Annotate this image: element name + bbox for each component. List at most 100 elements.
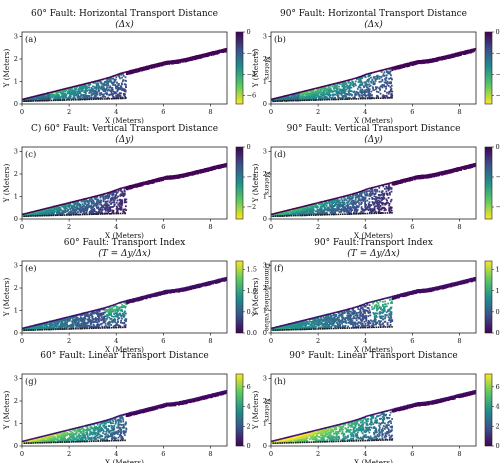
data-point bbox=[446, 54, 449, 57]
data-point bbox=[175, 59, 178, 62]
data-point bbox=[340, 81, 342, 83]
data-point bbox=[110, 93, 113, 96]
data-point bbox=[342, 94, 345, 97]
data-point bbox=[108, 94, 111, 97]
colorbar bbox=[235, 31, 244, 105]
data-point bbox=[39, 99, 41, 102]
data-point bbox=[367, 92, 370, 94]
data-point bbox=[381, 86, 384, 89]
data-point bbox=[180, 58, 182, 61]
data-point bbox=[123, 201, 126, 204]
data-point bbox=[31, 96, 33, 98]
data-point bbox=[316, 87, 319, 89]
data-point bbox=[96, 93, 99, 96]
data-point bbox=[367, 80, 370, 83]
data-point bbox=[458, 54, 461, 57]
data-point bbox=[106, 82, 108, 85]
data-point bbox=[150, 67, 153, 70]
data-point bbox=[117, 87, 120, 90]
data-point bbox=[413, 62, 415, 65]
data-point bbox=[341, 98, 344, 101]
data-point bbox=[382, 84, 384, 87]
data-point bbox=[464, 50, 466, 53]
data-point bbox=[145, 68, 148, 71]
data-point bbox=[104, 202, 107, 205]
data-point bbox=[174, 61, 176, 64]
data-point bbox=[106, 86, 108, 89]
data-point bbox=[81, 209, 84, 212]
data-point bbox=[419, 61, 421, 64]
data-point bbox=[64, 95, 67, 98]
data-point bbox=[359, 80, 362, 83]
data-point bbox=[333, 86, 335, 89]
data-point bbox=[154, 65, 157, 68]
data-point bbox=[95, 83, 98, 85]
data-point bbox=[73, 95, 76, 97]
data-point bbox=[37, 212, 40, 215]
data-point bbox=[368, 83, 371, 86]
data-point bbox=[404, 64, 407, 67]
data-point bbox=[207, 55, 209, 57]
data-point bbox=[347, 81, 350, 84]
data-point bbox=[359, 91, 362, 93]
data-point bbox=[109, 86, 112, 89]
data-point bbox=[100, 93, 103, 96]
data-point bbox=[83, 201, 86, 204]
data-point bbox=[300, 91, 303, 93]
data-point bbox=[330, 98, 333, 101]
data-point bbox=[94, 94, 96, 97]
data-point bbox=[43, 99, 46, 102]
data-point bbox=[364, 76, 367, 78]
data-point bbox=[97, 90, 100, 93]
data-point bbox=[366, 83, 369, 86]
data-point bbox=[110, 97, 113, 100]
x-tick-label: 6 bbox=[410, 108, 414, 116]
data-point bbox=[369, 74, 372, 77]
data-point bbox=[284, 95, 287, 97]
data-point bbox=[100, 211, 103, 213]
data-point bbox=[370, 80, 372, 83]
data-point bbox=[120, 85, 122, 87]
data-point bbox=[82, 207, 85, 210]
data-point bbox=[368, 95, 371, 98]
data-point bbox=[121, 76, 123, 79]
data-point bbox=[367, 93, 370, 96]
data-point bbox=[364, 95, 367, 98]
data-point bbox=[325, 91, 328, 94]
data-point bbox=[312, 99, 315, 101]
data-point bbox=[357, 76, 360, 79]
data-point bbox=[86, 208, 89, 211]
data-point bbox=[117, 195, 119, 198]
data-point bbox=[58, 89, 61, 91]
data-point bbox=[61, 95, 64, 98]
data-point bbox=[346, 87, 349, 89]
data-point bbox=[91, 213, 94, 215]
panel-title: 60° Fault: Horizontal Transport Distance bbox=[31, 9, 218, 19]
data-point bbox=[120, 202, 123, 204]
data-point bbox=[351, 80, 354, 83]
data-point bbox=[101, 78, 103, 81]
data-point bbox=[468, 51, 470, 54]
data-point bbox=[92, 88, 94, 90]
data-point bbox=[344, 90, 347, 93]
data-point bbox=[309, 90, 312, 93]
data-point bbox=[369, 72, 371, 75]
data-point bbox=[122, 208, 125, 211]
data-point bbox=[33, 98, 36, 101]
data-point bbox=[327, 94, 330, 96]
data-point bbox=[73, 85, 76, 88]
data-point bbox=[68, 99, 70, 101]
data-point bbox=[80, 83, 83, 86]
data-point bbox=[370, 97, 372, 100]
data-point bbox=[88, 89, 91, 92]
data-point bbox=[391, 90, 394, 93]
data-point bbox=[76, 96, 79, 99]
data-point bbox=[365, 85, 368, 87]
data-point bbox=[169, 60, 172, 63]
data-point bbox=[107, 204, 109, 207]
data-point bbox=[287, 95, 290, 98]
data-point bbox=[111, 194, 114, 197]
data-point bbox=[344, 95, 346, 98]
y-tick-label: 3 bbox=[14, 33, 18, 41]
data-point bbox=[332, 90, 335, 93]
